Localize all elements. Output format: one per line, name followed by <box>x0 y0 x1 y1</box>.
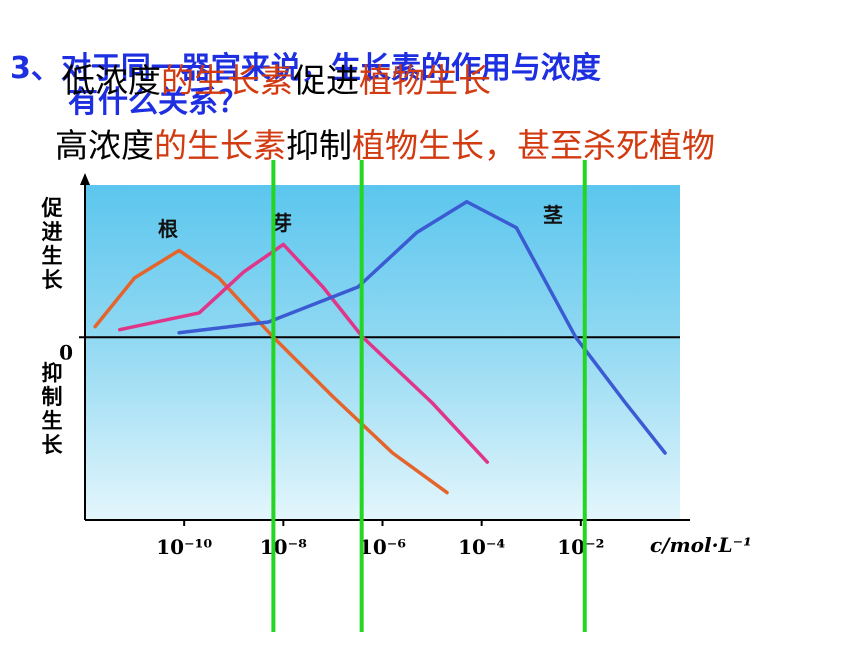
statement-part: 植物生长 <box>359 61 491 100</box>
statement-part: 低浓度 <box>62 61 161 100</box>
statement-part: 植物生长，甚至杀死植物 <box>352 126 715 165</box>
y-tick-label: 0 <box>59 340 73 364</box>
statement: 高浓度的生长素抑制植物生长，甚至杀死植物 <box>55 126 715 165</box>
statement-part: 的生长素 <box>154 126 286 165</box>
x-axis-label: c/mol·L⁻¹ <box>650 533 752 557</box>
statement-part: 促进 <box>293 61 359 100</box>
y-axis-label: 促进生长 <box>41 196 64 292</box>
series-line <box>117 242 490 464</box>
x-tick-label: 10⁻² <box>557 535 604 559</box>
y-axis-label: 抑制生长 <box>42 361 64 457</box>
series-line <box>93 248 449 495</box>
x-tick-label: 10⁻⁴ <box>458 535 505 559</box>
statement: 低浓度的生长素促进植物生长 <box>62 61 491 100</box>
x-tick-label: 10⁻⁶ <box>359 535 406 559</box>
y-axis-arrow <box>80 173 90 185</box>
statement-part: 的生长素 <box>161 61 293 100</box>
series-label: 茎 <box>543 203 563 227</box>
slide-title: 有什么关系？ <box>68 85 248 120</box>
plot-background <box>85 185 680 520</box>
x-tick-label: 10⁻⁸ <box>260 535 307 559</box>
slide-title: 3、对于同一器官来说，生长素的作用与浓度 <box>10 51 601 86</box>
series-label: 根 <box>158 217 178 241</box>
x-tick-label: 10⁻¹⁰ <box>156 535 212 559</box>
series-label: 芽 <box>272 211 292 235</box>
statement-part: 抑制 <box>286 126 352 165</box>
statement-part: 高浓度 <box>55 126 154 165</box>
series-line <box>177 200 667 455</box>
